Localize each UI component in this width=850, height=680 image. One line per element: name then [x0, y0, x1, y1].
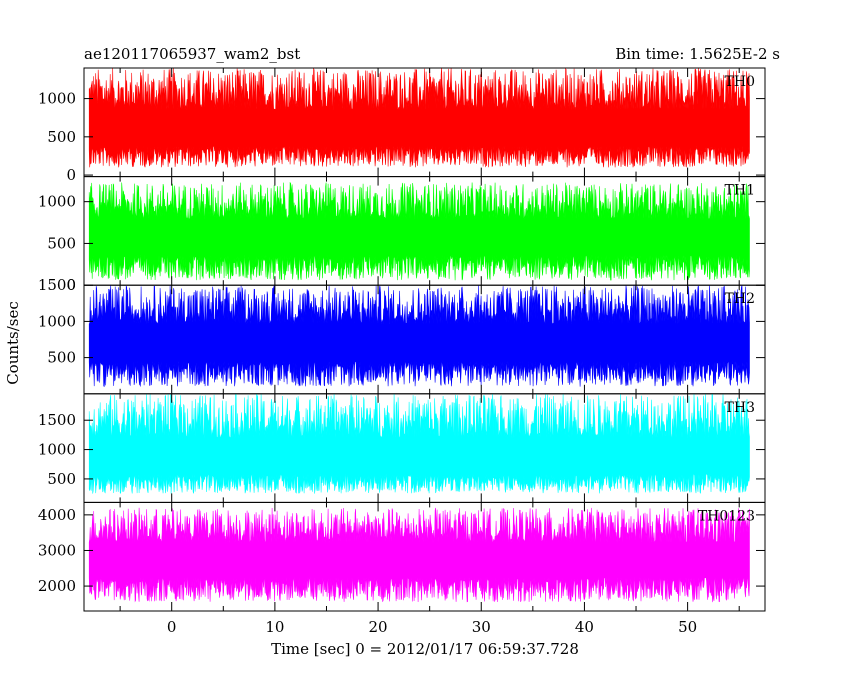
y-tick-label: 1000	[38, 193, 76, 211]
y-tick-label: 500	[47, 234, 76, 252]
panel-label-th1: TH1	[725, 183, 755, 199]
panel-frame	[83, 501, 766, 612]
y-tick-label: 0	[66, 166, 76, 184]
y-tick-label: 4000	[38, 506, 76, 524]
panels-group: 05001000TH005001000TH150010001500TH25001…	[38, 67, 766, 636]
y-tick-label: 0	[66, 276, 76, 294]
series-th2	[88, 285, 750, 388]
y-axis-label: Counts/sec	[4, 301, 22, 385]
x-tick-label: 0	[167, 618, 177, 636]
y-tick-label: 1500	[38, 276, 76, 294]
x-axis-label: Time [sec] 0 = 2012/01/17 06:59:37.728	[271, 640, 579, 658]
series-th0	[88, 68, 750, 168]
x-tick-label: 40	[575, 618, 594, 636]
y-tick-label: 1000	[38, 90, 76, 108]
y-tick-label: 1000	[38, 312, 76, 330]
chart-title-left: ae120117065937_wam2_bst	[84, 45, 300, 63]
x-tick-label: 50	[678, 618, 697, 636]
series-th3	[88, 393, 750, 494]
y-tick-label: 500	[47, 470, 76, 488]
y-tick-label: 1500	[38, 411, 76, 429]
y-tick-label: 3000	[38, 541, 76, 559]
series-th1	[88, 181, 750, 281]
panel-label-th0: TH0	[725, 74, 755, 90]
panel-label-th3: TH3	[725, 400, 755, 416]
series-th0123	[88, 507, 750, 603]
chart-title-right: Bin time: 1.5625E-2 s	[615, 45, 780, 63]
x-tick-label: 20	[369, 618, 388, 636]
y-tick-label: 1000	[38, 441, 76, 459]
x-tick-label: 10	[265, 618, 284, 636]
panel-label-th0123: TH0123	[698, 508, 755, 524]
panel-label-th2: TH2	[725, 291, 755, 307]
y-tick-label: 500	[47, 349, 76, 367]
x-tick-label: 30	[472, 618, 491, 636]
y-tick-label: 500	[47, 128, 76, 146]
y-tick-label: 2000	[38, 577, 76, 595]
